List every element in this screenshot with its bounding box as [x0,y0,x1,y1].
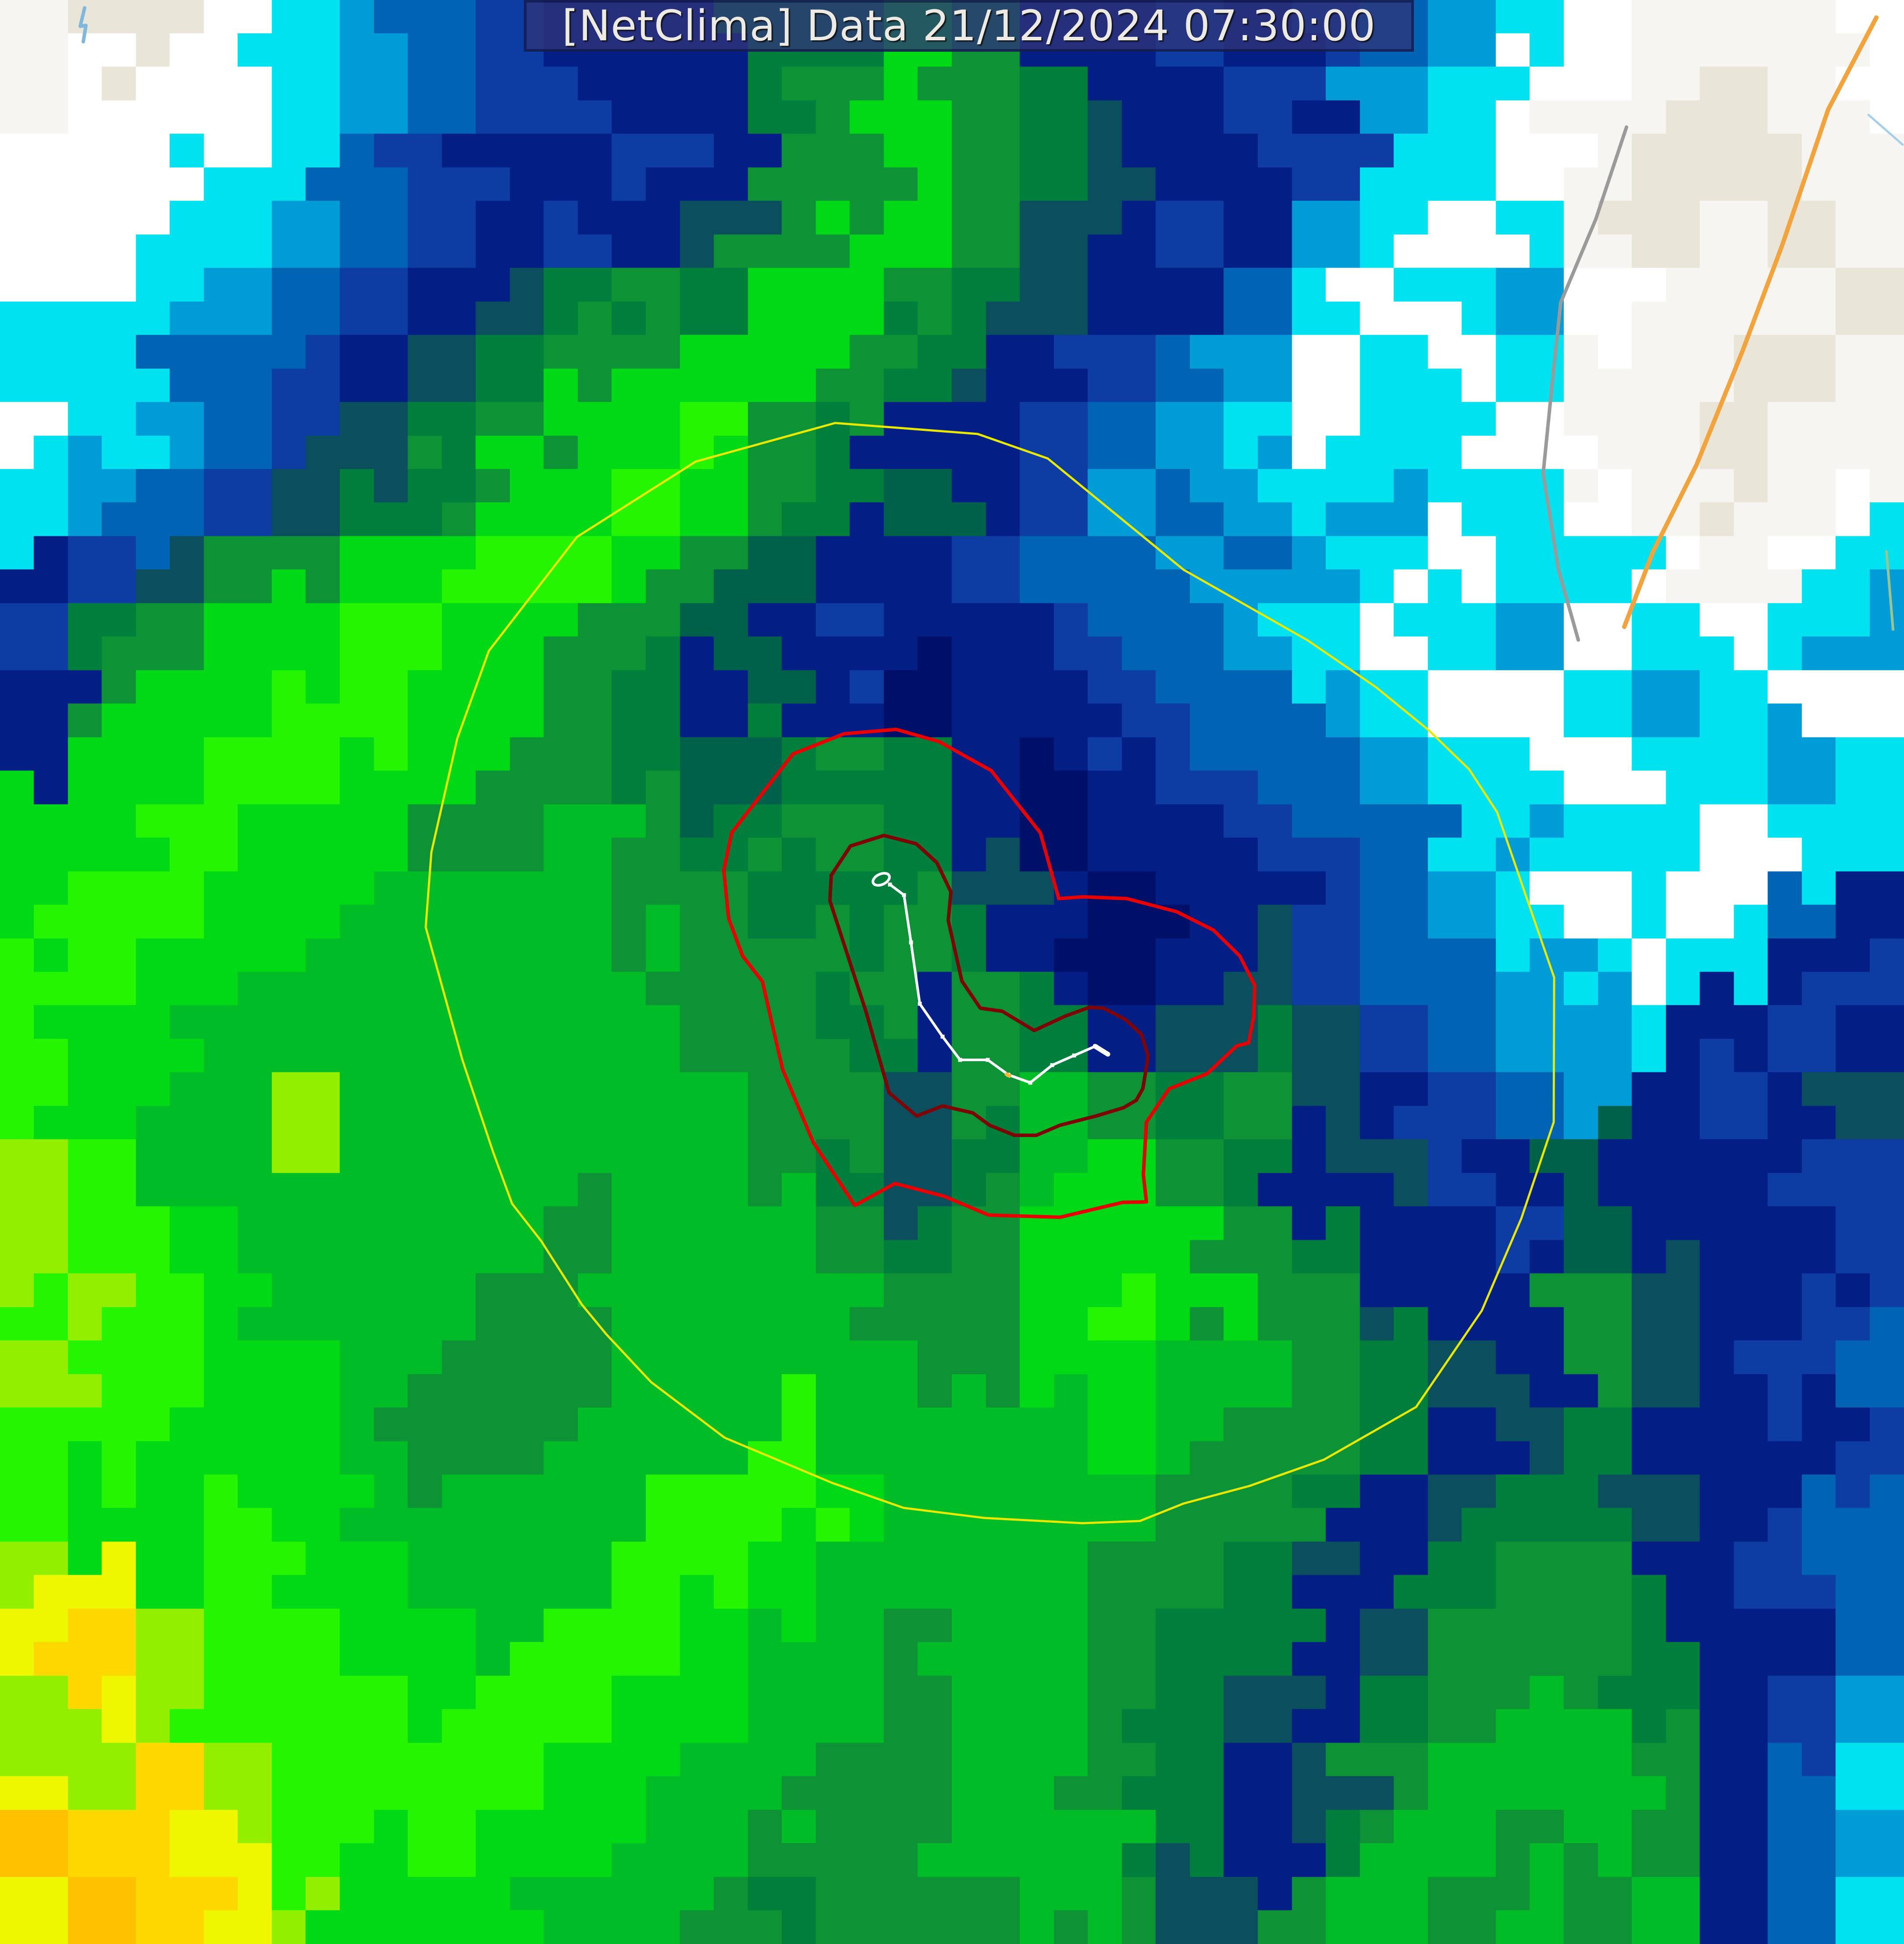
storm-track-orange-tick [1004,1072,1012,1078]
outer-contour [424,422,1555,1525]
stream-blue [1867,114,1904,146]
storm-track-dot [940,1034,945,1039]
storm-track-dot [902,893,906,897]
title-timestamp-label: [NetClima] Data 21/12/2024 07:30:00 [562,1,1376,50]
road-green [1885,550,1894,631]
storm-track-start-loop [872,872,891,887]
storm-track-dot [1050,1063,1054,1067]
inner-contour [828,834,1150,1137]
storm-track-dot [918,1002,922,1006]
storm-track-line [889,883,1096,1084]
storm-track-endpoint-spur [1093,1044,1110,1057]
road-orange [1622,15,1879,629]
storm-track-dot [1072,1053,1076,1058]
storm-track-dot [1028,1080,1032,1085]
storm-track-dot [909,940,913,945]
middle-contour [722,728,1256,1219]
storm-track-dot [1093,1044,1097,1048]
title-bar: [NetClima] Data 21/12/2024 07:30:00 [524,0,1414,52]
road-gray [1541,125,1628,642]
marker-blue [78,6,88,43]
storm-track-dot [958,1058,962,1062]
storm-track-dot [888,882,892,887]
storm-track-dot [986,1058,990,1062]
